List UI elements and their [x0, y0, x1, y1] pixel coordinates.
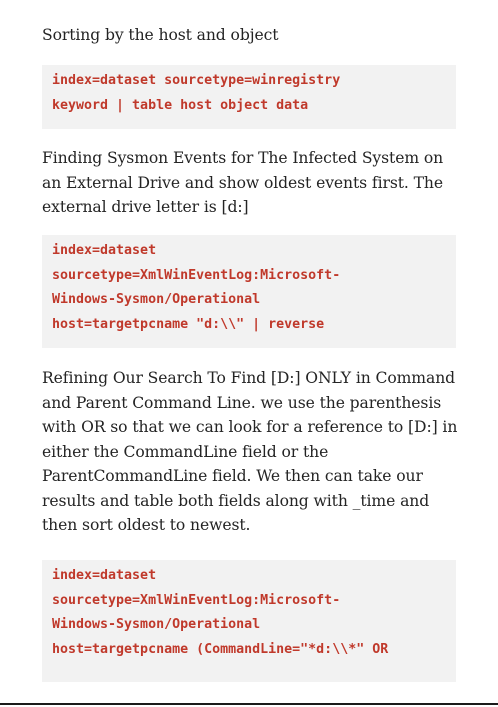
code-block-refining-search: index=dataset sourcetype=XmlWinEventLog:… — [42, 560, 456, 682]
code-line: Windows-Sysmon/Operational — [52, 617, 261, 632]
code-line: Windows-Sysmon/Operational — [52, 292, 261, 307]
paragraph-refining-search: Refining Our Search To Find [D:] ONLY in… — [42, 369, 458, 534]
code-line: host=targetpcname (CommandLine="*d:\\*" … — [52, 641, 389, 657]
code-block-sorting: index=dataset sourcetype=winregistry key… — [42, 65, 456, 129]
code-line: sourcetype=XmlWinEventLog:Microsoft- — [52, 592, 341, 608]
code-line: keyword | table host object data — [52, 97, 309, 113]
code-line: index=dataset sourcetype=winregistry — [52, 73, 341, 88]
code-block-sysmon-events: index=dataset sourcetype=XmlWinEventLog:… — [42, 235, 456, 348]
code-line: index=dataset — [52, 243, 157, 258]
code-line: host=targetpcname "d:\\" | reverse — [52, 316, 325, 332]
code-line: index=dataset — [52, 568, 157, 583]
paragraph-sysmon-events: Finding Sysmon Events for The Infected S… — [42, 149, 444, 216]
code-line: sourcetype=XmlWinEventLog:Microsoft- — [52, 267, 341, 283]
bottom-divider — [0, 703, 498, 705]
paragraph-sorting: Sorting by the host and object — [42, 26, 279, 44]
